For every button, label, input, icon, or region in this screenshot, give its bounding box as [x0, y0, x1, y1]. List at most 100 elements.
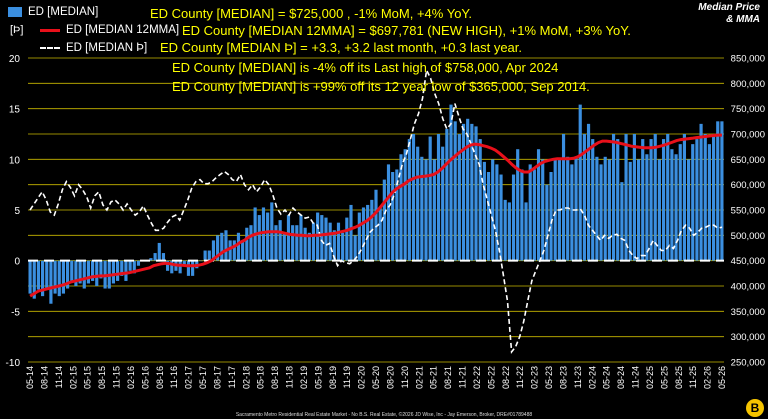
- bar: [249, 225, 253, 261]
- bar: [666, 134, 670, 261]
- y-right-tick-label: 250,000: [731, 358, 765, 369]
- bar: [299, 215, 303, 261]
- y-left-tick-label: -10: [6, 358, 21, 369]
- x-tick-label: 02-18: [241, 366, 251, 389]
- x-tick-label: 08-20: [385, 366, 395, 389]
- bar: [453, 121, 457, 261]
- x-tick-label: 08-17: [212, 366, 222, 389]
- bar: [428, 136, 432, 261]
- y-left-tick-label: 15: [9, 105, 21, 116]
- bar: [703, 134, 707, 261]
- x-tick-label: 05-26: [717, 366, 727, 389]
- bar: [478, 139, 482, 261]
- x-tick-label: 02-15: [68, 366, 78, 389]
- bar: [641, 139, 645, 261]
- annotation-line-4: ED County [MEDIAN] is -4% off its Last h…: [172, 60, 559, 75]
- y-left-tick-label: 5: [14, 206, 20, 217]
- legend-label-median: ED [MEDIAN]: [28, 6, 99, 18]
- y-right-tick-label: 350,000: [731, 307, 765, 318]
- bar: [70, 260, 74, 281]
- legend-swatch-bar: [8, 7, 22, 17]
- bar: [286, 215, 291, 261]
- bar: [449, 104, 453, 261]
- bar: [436, 134, 441, 261]
- bar: [491, 159, 495, 261]
- bar: [28, 260, 32, 294]
- bar: [36, 260, 41, 290]
- legend-item-median: ED [MEDIAN]: [8, 6, 98, 18]
- x-tick-label: 02-17: [184, 366, 194, 389]
- bar: [366, 204, 370, 261]
- x-tick-label: 05-25: [659, 366, 669, 389]
- bar: [61, 260, 66, 294]
- x-tick-label: 02-16: [126, 366, 136, 389]
- bar: [507, 202, 511, 261]
- x-tick-label: 02-23: [530, 366, 540, 389]
- x-tick-label: 11-23: [573, 366, 583, 388]
- y-right-tick-label: 400,000: [731, 282, 765, 293]
- bar: [82, 260, 86, 289]
- bar: [391, 172, 395, 261]
- bar: [161, 253, 166, 261]
- x-tick-label: 11-19: [342, 366, 352, 388]
- bar: [466, 118, 470, 261]
- chart-title: Median Price & MMA: [698, 2, 760, 26]
- x-tick-label: 11-21: [458, 366, 468, 388]
- bar: [632, 134, 636, 261]
- bar: [278, 220, 282, 261]
- bar: [495, 164, 499, 261]
- x-tick-label: 11-17: [227, 366, 237, 388]
- x-tick-label: 08-21: [443, 366, 453, 389]
- y-right-tick-label: 700,000: [731, 130, 765, 141]
- chart-title-line-2: & MMA: [726, 14, 760, 25]
- x-tick-label: 08-16: [155, 366, 165, 389]
- bar: [307, 232, 311, 261]
- bar: [245, 227, 249, 261]
- bar: [136, 260, 141, 266]
- y-right-tick-label: 650,000: [731, 155, 765, 166]
- bar: [282, 232, 286, 261]
- bar: [578, 104, 582, 261]
- legend-label-mma: ED [MEDIAN 12MMA]: [66, 24, 180, 36]
- x-tick-label: 11-15: [112, 366, 122, 388]
- bar: [382, 179, 386, 261]
- x-tick-label: 05-22: [486, 366, 496, 389]
- bar: [607, 159, 611, 261]
- bar: [599, 164, 603, 261]
- bar: [549, 172, 553, 261]
- bar: [311, 222, 316, 261]
- bar: [266, 212, 270, 261]
- bar: [574, 156, 578, 261]
- bar: [211, 240, 216, 261]
- x-tick-label: 05-23: [544, 366, 554, 389]
- bar: [295, 225, 299, 261]
- bar: [595, 156, 599, 261]
- bar: [291, 225, 295, 261]
- x-tick-label: 08-19: [328, 366, 338, 389]
- bar: [199, 260, 203, 262]
- bar: [653, 134, 657, 261]
- bar: [241, 240, 245, 261]
- bar: [345, 217, 349, 261]
- bar: [499, 174, 503, 261]
- bar: [541, 159, 545, 261]
- x-tick-label: 11-22: [515, 366, 525, 388]
- x-tick-label: 08-22: [501, 366, 511, 389]
- bar: [120, 260, 124, 276]
- bar: [591, 139, 595, 261]
- y-right-tick-label: 850,000: [731, 54, 765, 65]
- x-tick-label: 11-24: [631, 366, 641, 388]
- bar: [95, 260, 99, 286]
- x-tick-label: 02-25: [645, 366, 655, 389]
- bar: [511, 174, 516, 261]
- x-tick-label: 05-21: [429, 366, 439, 389]
- bar: [407, 139, 411, 261]
- line-series: [29, 67, 723, 355]
- bar: [220, 232, 224, 261]
- x-tick-label: 02-26: [703, 366, 713, 389]
- bar: [99, 260, 103, 279]
- bar: [128, 260, 132, 271]
- annotation-line-1: ED County [MEDIAN] = $725,000 , -1% MoM,…: [150, 6, 473, 21]
- bar: [78, 260, 82, 284]
- bar: [457, 134, 461, 261]
